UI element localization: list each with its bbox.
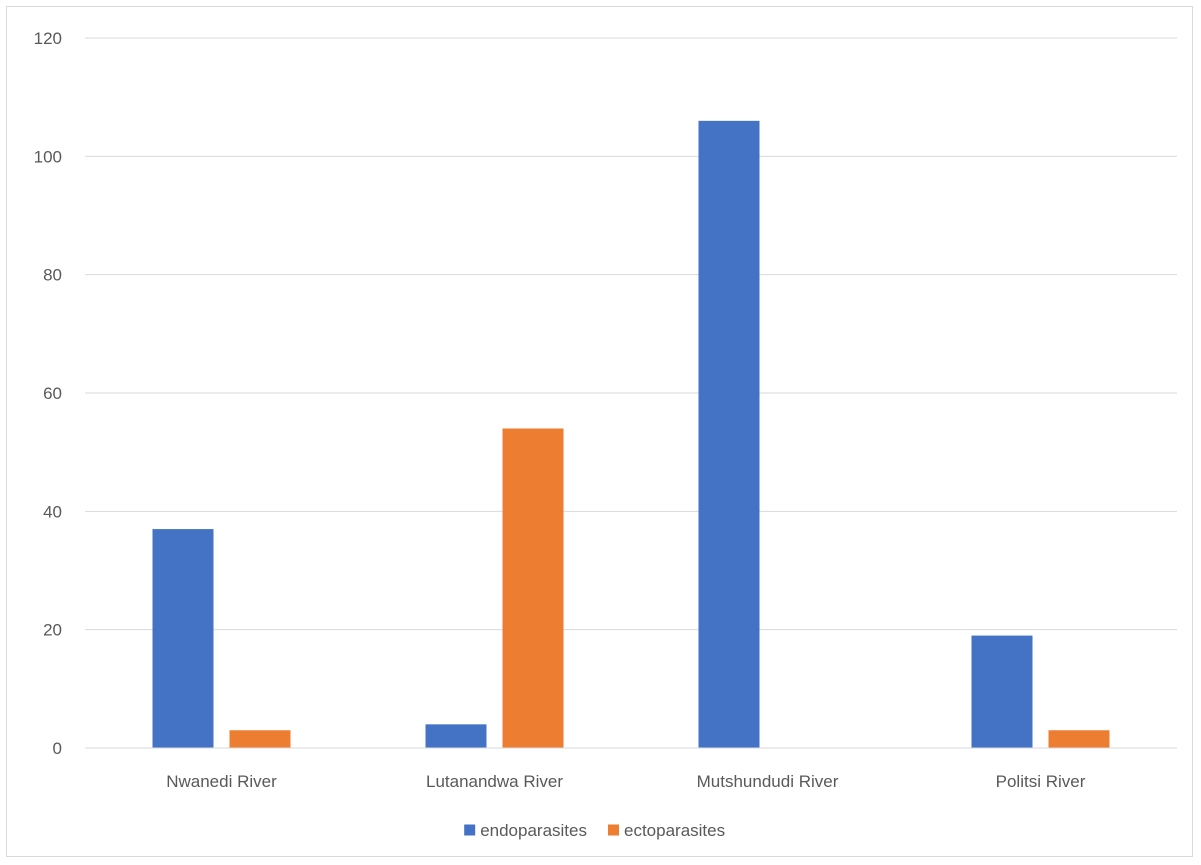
legend-label-ectoparasites: ectoparasites — [624, 821, 725, 840]
x-category-label: Nwanedi River — [166, 772, 277, 791]
y-tick-label: 40 — [43, 502, 62, 521]
y-axis-ticks: 0 20 40 60 80 100 120 — [34, 29, 62, 758]
legend-swatch-endoparasites — [464, 824, 476, 836]
y-tick-label: 20 — [43, 621, 62, 640]
y-tick-label: 80 — [43, 266, 62, 285]
bar-endoparasites-0 — [152, 529, 214, 748]
bar-ectoparasites-3 — [1048, 730, 1110, 748]
bar-endoparasites-2 — [698, 120, 760, 749]
gridlines — [85, 37, 1177, 631]
x-category-label: Lutanandwa River — [426, 772, 563, 791]
x-category-label: Mutshundudi River — [697, 772, 839, 791]
y-tick-label: 120 — [34, 29, 62, 48]
x-axis-category-labels: Nwanedi River Lutanandwa River Mutshundudi… — [166, 772, 1085, 791]
legend-swatch-ectoparasites — [608, 824, 619, 836]
bar-endoparasites-1 — [425, 724, 487, 748]
y-tick-label: 60 — [43, 384, 62, 403]
bars — [152, 120, 1110, 749]
legend-label-endoparasites: endoparasites — [480, 821, 587, 840]
bar-ectoparasites-0 — [229, 730, 291, 748]
y-tick-label: 0 — [53, 739, 62, 758]
legend: endoparasites ectoparasites — [464, 821, 725, 840]
y-tick-label: 100 — [34, 147, 62, 166]
bar-ectoparasites-1 — [502, 428, 564, 748]
x-category-label: Politsi River — [996, 772, 1086, 791]
bar-endoparasites-3 — [971, 635, 1033, 748]
